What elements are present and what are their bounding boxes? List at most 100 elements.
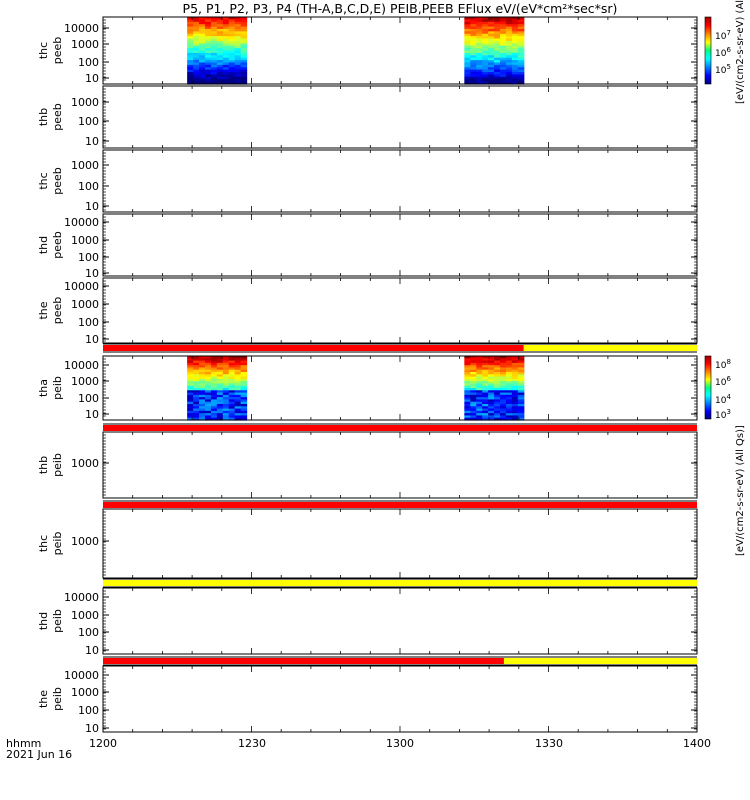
mode-bar (103, 656, 697, 666)
spectrogram-cell (222, 74, 230, 78)
spectrogram-cell (193, 406, 200, 410)
spectrogram-cell (476, 79, 483, 83)
spectrogram-cell (222, 19, 230, 23)
spectrogram-cell (517, 415, 525, 419)
spectrogram-cell (234, 397, 242, 401)
spectrogram-cell (499, 48, 507, 52)
spectrogram-cell (216, 413, 224, 417)
spectrogram-cell (494, 64, 501, 68)
spectrogram-cell (240, 26, 248, 30)
panel-thd-peeb: 10000 1000 100 10 thd peeb (37, 213, 698, 280)
spectrogram-cell (464, 79, 471, 83)
spectrogram-cell (234, 378, 242, 382)
spectrogram-cell (470, 62, 477, 66)
spectrogram-cell (511, 52, 519, 56)
spectrogram-cell (488, 401, 495, 405)
spectrogram-cell (240, 362, 248, 366)
spectrogram-cell (505, 43, 513, 47)
y-tick-label: 100 (78, 392, 99, 405)
spectrogram-cell (187, 31, 194, 35)
spectrogram-cell (482, 74, 489, 78)
spectrogram-cell (216, 60, 224, 64)
spectrogram-cell (470, 408, 477, 412)
spectrogram-cell (505, 394, 513, 398)
spectrogram-cell (505, 69, 513, 73)
spectrogram-cell (499, 394, 507, 398)
spectrogram-cell (464, 38, 471, 42)
spectrogram-cell (187, 399, 194, 403)
spectrogram-cell (204, 367, 212, 371)
spectrogram-cell (511, 72, 519, 76)
spectrogram-cell (464, 408, 471, 412)
spectrogram-cell (476, 17, 483, 20)
spectrogram-cell (187, 415, 194, 419)
spectrogram-cell (511, 397, 519, 401)
spectrogram-cell (228, 376, 236, 380)
spectrogram-cell (187, 17, 194, 20)
spectrogram-cell (234, 24, 242, 28)
spectrogram-cell (494, 360, 501, 364)
spectrogram-cell (240, 81, 248, 85)
spectrogram-cell (464, 76, 471, 80)
spectrogram-cell (476, 26, 483, 30)
spectrogram-cell (464, 52, 471, 56)
spectrogram-cell (240, 74, 248, 78)
spectrogram-cell (470, 31, 477, 35)
spectrogram-cell (199, 55, 206, 59)
spectrogram-cell (222, 417, 230, 421)
y-tick-label: 10 (85, 722, 99, 735)
spectrogram-cell (187, 19, 194, 23)
spectrogram-cell (193, 55, 200, 59)
spectrogram-cell (517, 394, 525, 398)
spectrogram-cell (470, 45, 477, 49)
spectrogram-cell (511, 378, 519, 382)
panel-product-label: peib (51, 609, 64, 633)
spectrogram-cell (210, 64, 218, 68)
spectrogram-cell (199, 410, 206, 414)
spectrogram-cell (187, 404, 194, 407)
spectrogram-cell (193, 417, 200, 421)
spectrogram-cell (511, 365, 519, 369)
spectrogram-cell (505, 17, 513, 20)
spectrogram-cell (464, 19, 471, 23)
spectrogram-cell (488, 390, 495, 394)
spectrogram-cell (187, 381, 194, 385)
spectrogram-cell (228, 358, 236, 362)
spectrogram-cell (228, 79, 236, 83)
spectrogram-cell (234, 76, 242, 80)
spectrogram-cell (204, 388, 212, 391)
spectrogram-cell (476, 38, 483, 42)
spectrogram-cell (488, 45, 495, 49)
mode-bar-segment (103, 502, 697, 508)
spectrogram-cell (511, 401, 519, 405)
spectrogram-cell (499, 36, 507, 40)
spectrogram-cell (517, 388, 525, 391)
spectrogram-cell (204, 79, 212, 83)
spectrogram-cell (517, 57, 525, 61)
spectrogram-cell (228, 62, 236, 66)
spectrogram-cell (222, 69, 230, 73)
spectrogram-cell (222, 392, 230, 396)
spectrogram-cell (193, 72, 200, 76)
spectrogram-cell (216, 26, 224, 30)
spectrogram-cell (204, 64, 212, 68)
spectrogram-cell (488, 374, 495, 378)
spectrogram-cell (204, 417, 212, 421)
spectrogram-cell (476, 388, 483, 391)
spectrogram-cell (511, 358, 519, 362)
spectrogram-cell (470, 60, 477, 64)
spectrogram-cell (505, 376, 513, 380)
spectrogram-cell (511, 374, 519, 378)
panel-probe-label: thb (37, 108, 50, 126)
panel-frame (102, 587, 698, 655)
spectrogram-cell (228, 399, 236, 403)
panel-product-label: peib (51, 453, 64, 477)
spectrogram-cell (505, 72, 513, 76)
spectrogram-cell (517, 81, 525, 85)
spectrogram-cell (505, 21, 513, 25)
spectrogram-cell (482, 397, 489, 401)
spectrogram-cell (464, 72, 471, 76)
spectrogram-cell (470, 19, 477, 23)
spectrogram-cell (494, 36, 501, 40)
spectrogram-cell (240, 72, 248, 76)
